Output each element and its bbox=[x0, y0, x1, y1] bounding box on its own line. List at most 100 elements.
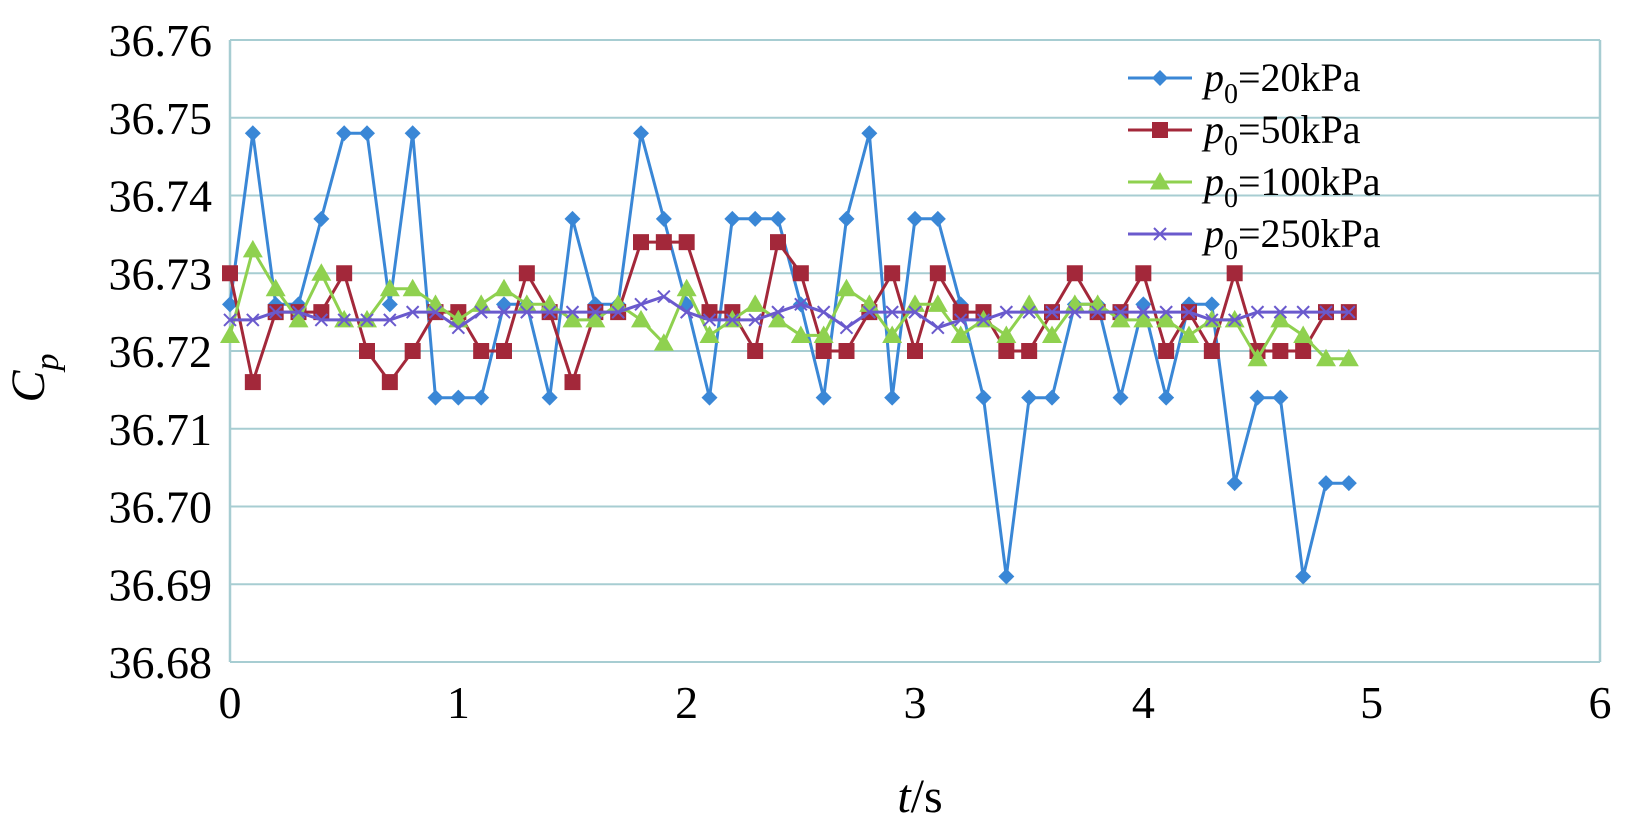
point-2-2 bbox=[265, 278, 286, 297]
point-3-16 bbox=[588, 305, 603, 319]
point-2-49 bbox=[1338, 348, 1359, 367]
point-2-26 bbox=[813, 325, 834, 343]
point-2-36 bbox=[1042, 325, 1062, 343]
legend-label-0: p0=20kPa bbox=[1201, 55, 1361, 110]
x-tick-label-3: 3 bbox=[904, 677, 927, 728]
point-3-29 bbox=[885, 305, 899, 319]
point-3-43 bbox=[1205, 313, 1219, 327]
point-3-34 bbox=[999, 305, 1014, 319]
point-2-21 bbox=[699, 325, 720, 343]
point-2-15 bbox=[562, 309, 583, 328]
point-2-32 bbox=[950, 325, 971, 343]
point-0-41 bbox=[1158, 389, 1175, 406]
point-0-19 bbox=[655, 210, 672, 227]
y-tick-label-5: 36.73 bbox=[109, 248, 213, 299]
legend-label-2: p0=100kPa bbox=[1201, 159, 1381, 214]
point-2-19 bbox=[653, 333, 674, 351]
point-3-42 bbox=[1182, 305, 1196, 319]
point-3-28 bbox=[862, 305, 877, 319]
x-tick-label-6: 6 bbox=[1589, 677, 1612, 728]
point-0-31 bbox=[929, 210, 946, 227]
x-tick-label-2: 2 bbox=[675, 677, 698, 728]
point-1-13 bbox=[518, 265, 535, 282]
y-axis-title: Cp bbox=[2, 353, 66, 402]
point-3-3 bbox=[291, 305, 306, 319]
point-1-7 bbox=[381, 374, 398, 391]
point-2-27 bbox=[836, 278, 857, 297]
legend-label-3: p0=250kPa bbox=[1201, 211, 1381, 266]
point-2-34 bbox=[996, 325, 1017, 343]
legend-swatch-marker-3 bbox=[1153, 227, 1167, 241]
point-1-26 bbox=[815, 343, 832, 359]
point-0-23 bbox=[747, 210, 764, 227]
point-0-46 bbox=[1272, 389, 1289, 406]
point-3-0 bbox=[223, 313, 237, 327]
point-3-17 bbox=[611, 305, 625, 319]
x-tick-label-1: 1 bbox=[447, 677, 470, 728]
point-0-0 bbox=[222, 296, 238, 313]
point-1-37 bbox=[1066, 265, 1083, 282]
point-0-7 bbox=[381, 296, 398, 313]
point-2-35 bbox=[1019, 294, 1040, 312]
point-3-15 bbox=[565, 305, 580, 319]
point-3-37 bbox=[1068, 305, 1082, 319]
point-0-27 bbox=[838, 210, 855, 227]
series-3 bbox=[223, 289, 1356, 335]
point-3-40 bbox=[1136, 305, 1151, 319]
point-0-26 bbox=[815, 389, 832, 406]
point-3-21 bbox=[702, 313, 717, 327]
y-tick-labels: 36.68 36.69 36.70 36.71 36.72 36.73 36.74 36.75… bbox=[109, 15, 213, 688]
y-tick-label-3: 36.71 bbox=[109, 404, 213, 455]
point-2-39 bbox=[1110, 309, 1131, 328]
point-1-43 bbox=[1203, 343, 1220, 359]
x-tick-label-0: 0 bbox=[219, 677, 242, 728]
x-tick-labels: 0 1 2 3 4 5 6 bbox=[219, 677, 1612, 728]
point-1-27 bbox=[838, 343, 855, 359]
x-axis-title: t/s bbox=[897, 770, 942, 823]
point-3-48 bbox=[1319, 305, 1333, 319]
point-2-16 bbox=[585, 309, 606, 328]
point-1-25 bbox=[792, 265, 809, 282]
point-0-4 bbox=[313, 210, 330, 227]
point-0-8 bbox=[404, 125, 421, 142]
point-3-32 bbox=[953, 313, 968, 327]
point-1-5 bbox=[336, 265, 353, 282]
point-0-11 bbox=[473, 389, 490, 406]
point-2-7 bbox=[379, 278, 400, 297]
point-0-30 bbox=[907, 210, 923, 227]
point-1-15 bbox=[564, 374, 581, 391]
axes bbox=[228, 40, 1602, 662]
point-3-46 bbox=[1273, 305, 1288, 319]
legend-swatch-marker-1 bbox=[1152, 122, 1168, 138]
point-0-39 bbox=[1112, 389, 1129, 406]
point-1-1 bbox=[244, 374, 261, 391]
y-tick-label-8: 36.76 bbox=[109, 15, 213, 66]
point-3-5 bbox=[337, 313, 351, 327]
x-tick-label-5: 5 bbox=[1360, 677, 1383, 728]
point-3-6 bbox=[360, 313, 374, 327]
point-3-1 bbox=[246, 313, 260, 327]
legend-entry-2: p0=100kPa bbox=[1128, 159, 1381, 214]
point-2-1 bbox=[242, 239, 263, 258]
point-1-12 bbox=[496, 343, 512, 359]
legend-entry-0: p0=20kPa bbox=[1128, 55, 1361, 110]
point-2-48 bbox=[1316, 348, 1336, 367]
point-1-24 bbox=[770, 234, 786, 251]
point-2-4 bbox=[311, 263, 332, 281]
point-2-47 bbox=[1293, 325, 1314, 343]
series-line-0 bbox=[228, 131, 1349, 578]
legend-swatch-marker-2 bbox=[1150, 172, 1170, 190]
point-0-10 bbox=[450, 389, 467, 406]
point-1-44 bbox=[1226, 265, 1243, 282]
point-3-27 bbox=[839, 320, 854, 335]
point-3-8 bbox=[405, 305, 420, 319]
point-0-1 bbox=[244, 125, 261, 142]
x-axis-title-var: t bbox=[897, 770, 912, 823]
point-0-15 bbox=[564, 210, 581, 227]
point-0-36 bbox=[1044, 389, 1060, 406]
point-1-11 bbox=[473, 343, 490, 359]
point-3-2 bbox=[268, 305, 283, 319]
point-0-28 bbox=[861, 125, 878, 142]
point-3-25 bbox=[794, 297, 808, 312]
point-3-49 bbox=[1342, 305, 1356, 319]
